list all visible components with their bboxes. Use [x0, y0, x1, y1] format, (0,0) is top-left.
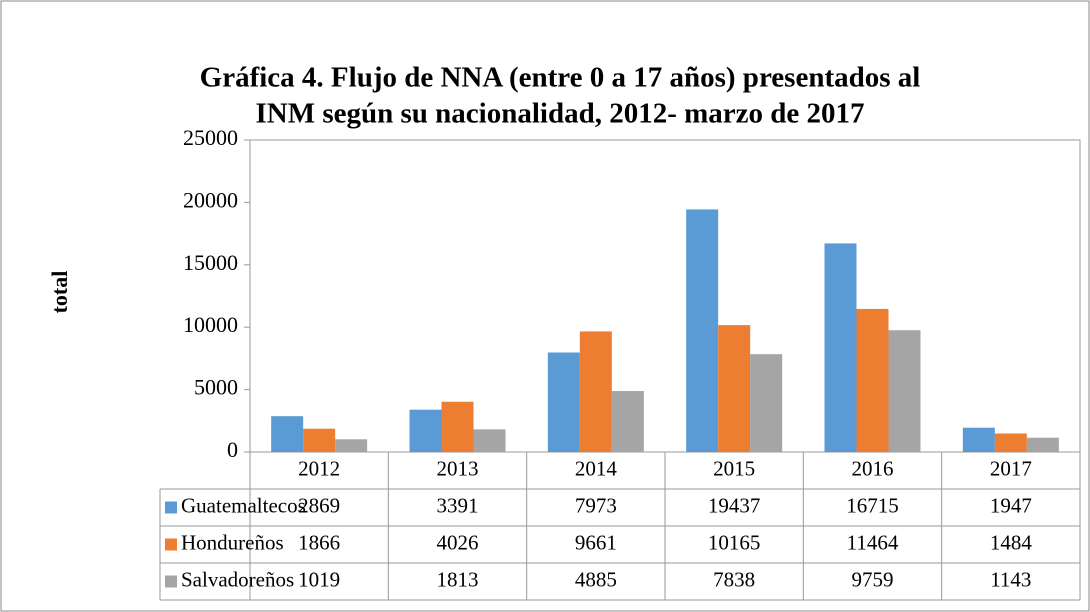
- table-cell: 4885: [575, 567, 617, 591]
- table-cell: 7973: [575, 493, 617, 517]
- table-cell: 4026: [437, 530, 479, 554]
- table-cell: 1019: [298, 567, 340, 591]
- chart-title: INM según su nacionalidad, 2012- marzo d…: [255, 98, 864, 130]
- table-cell: 1947: [990, 493, 1032, 517]
- bar: [1026, 437, 1059, 452]
- y-tick-label: 25000: [183, 125, 238, 150]
- y-tick-label: 10000: [183, 312, 238, 337]
- x-tick-label: 2014: [575, 456, 618, 480]
- table-cell: 7838: [713, 567, 755, 591]
- y-tick-label: 15000: [183, 250, 238, 275]
- table-cell: 10165: [708, 530, 761, 554]
- bar: [750, 354, 783, 452]
- table-cell: 3391: [437, 493, 479, 517]
- legend-label: Salvadoreños: [181, 567, 294, 591]
- table-cell: 1866: [298, 530, 340, 554]
- bar: [824, 243, 857, 452]
- y-axis-label: total: [47, 271, 72, 314]
- bar: [994, 433, 1027, 452]
- table-cell: 16715: [846, 493, 899, 517]
- table-cell: 2869: [298, 493, 340, 517]
- legend-label: Guatemaltecos: [181, 493, 306, 517]
- legend-label: Hondureños: [181, 530, 284, 554]
- legend-swatch: [165, 501, 177, 514]
- bar: [856, 308, 889, 452]
- table-cell: 1813: [437, 567, 479, 591]
- bar: [579, 331, 612, 452]
- table-cell: 19437: [708, 493, 761, 517]
- bar: [335, 439, 368, 452]
- legend-swatch: [165, 575, 177, 588]
- bar: [888, 330, 921, 452]
- x-tick-label: 2012: [298, 456, 340, 480]
- table-cell: 9661: [575, 530, 617, 554]
- table-cell: 9759: [852, 567, 894, 591]
- x-tick-label: 2017: [990, 456, 1032, 480]
- chart-title: Gráfica 4. Flujo de NNA (entre 0 a 17 añ…: [200, 62, 921, 94]
- bar: [271, 416, 304, 452]
- x-tick-label: 2015: [713, 456, 755, 480]
- y-tick-label: 0: [227, 437, 238, 462]
- y-tick-label: 5000: [194, 375, 238, 400]
- bar: [303, 428, 336, 452]
- x-tick-label: 2013: [437, 456, 479, 480]
- x-tick-label: 2016: [852, 456, 894, 480]
- bar: [441, 401, 474, 452]
- bar: [686, 209, 719, 452]
- y-tick-label: 20000: [183, 187, 238, 212]
- bar: [473, 429, 506, 452]
- bar: [718, 325, 751, 452]
- bar: [962, 427, 995, 452]
- legend-swatch: [165, 538, 177, 551]
- table-cell: 1484: [990, 530, 1033, 554]
- table-cell: 1143: [990, 567, 1031, 591]
- bar: [547, 352, 580, 452]
- table-cell: 11464: [847, 530, 899, 554]
- bar: [409, 409, 442, 452]
- bar: [611, 391, 644, 452]
